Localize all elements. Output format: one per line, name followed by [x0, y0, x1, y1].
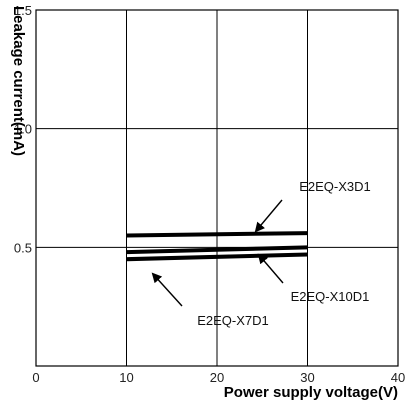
- annotation-arrow: [254, 199, 283, 233]
- x-tick-label: 30: [300, 370, 314, 385]
- annotation-label-e2eq-x10d1: E2EQ-X10D1: [291, 289, 370, 304]
- series-line-e2eq-x7d1: [126, 252, 308, 262]
- x-tick-label: 40: [391, 370, 405, 385]
- series-line-e2eq-x3d1: [126, 231, 308, 238]
- annotation-arrow: [257, 253, 284, 284]
- annotation-label-e2eq-x3d1: E2EQ-X3D1: [299, 179, 371, 194]
- x-tick-label: 20: [210, 370, 224, 385]
- y-axis-label: Leakage current(mA): [10, 6, 27, 156]
- x-axis-label: Power supply voltage(V): [224, 384, 398, 401]
- x-tick-label: 0: [32, 370, 39, 385]
- y-tick-label: 1.5: [14, 3, 32, 18]
- annotation-arrow: [151, 272, 183, 307]
- x-tick-label: 10: [119, 370, 133, 385]
- plot-frame: [35, 9, 399, 367]
- y-tick-label: 1.0: [14, 122, 32, 137]
- x-tick-labels: 0 10 20 30 40: [32, 370, 405, 385]
- y-tick-label: 0.5: [14, 240, 32, 255]
- y-tick-labels: 0.5 1.0 1.5: [14, 3, 32, 255]
- series-line-e2eq-x10d1: [126, 245, 308, 255]
- annotations: E2EQ-X3D1 E2EQ-X10D1 E2EQ-X7D1: [151, 179, 371, 328]
- grid-lines: [36, 10, 398, 366]
- annotation-label-e2eq-x7d1: E2EQ-X7D1: [197, 313, 269, 328]
- series-layer: [126, 231, 308, 262]
